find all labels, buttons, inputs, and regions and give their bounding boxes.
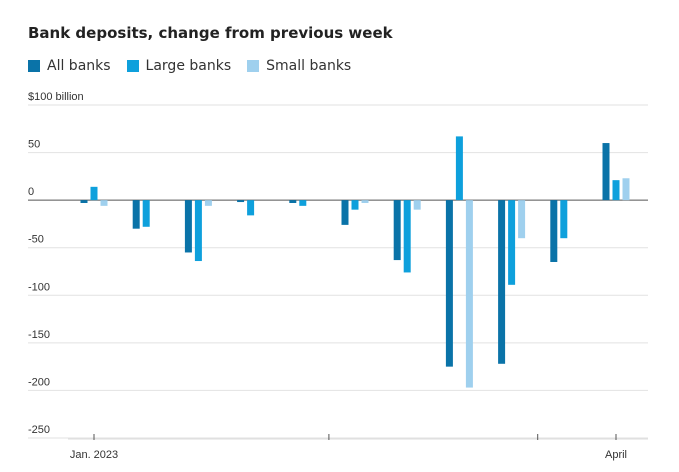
bar-all-banks — [184, 200, 192, 253]
bar-large-banks — [560, 200, 568, 239]
bar-large-banks — [612, 180, 620, 201]
y-tick-label: -100 — [28, 281, 50, 293]
legend-item-all-banks: All banks — [28, 58, 111, 74]
y-tick-label: -250 — [28, 424, 50, 436]
bar-large-banks — [351, 200, 359, 210]
y-tick-label: -150 — [28, 329, 50, 341]
bar-large-banks — [247, 200, 255, 216]
legend-item-small-banks: Small banks — [247, 58, 351, 74]
bar-large-banks — [194, 200, 202, 262]
legend-label-large-banks: Large banks — [145, 58, 232, 74]
bar-large-banks — [455, 136, 463, 201]
bar-all-banks — [132, 200, 140, 229]
legend-swatch-large-banks — [126, 60, 139, 72]
chart-title: Bank deposits, change from previous week — [28, 24, 393, 42]
legend: All banks Large banks Small banks — [28, 58, 351, 74]
bar-small-banks — [465, 200, 473, 388]
y-tick-label: -50 — [28, 234, 44, 246]
bar-small-banks — [518, 200, 526, 239]
bar-small-banks — [413, 200, 421, 210]
bar-all-banks — [341, 200, 349, 225]
bar-small-banks — [361, 200, 369, 203]
bar-all-banks — [498, 200, 506, 364]
bar-small-banks — [100, 200, 108, 206]
x-tick-label: April — [605, 449, 627, 461]
bar-large-banks — [508, 200, 516, 285]
legend-swatch-all-banks — [28, 60, 40, 72]
bar-all-banks — [237, 200, 245, 203]
y-tick-label: $100 billion — [28, 91, 84, 103]
bar-all-banks — [602, 143, 610, 201]
x-tick-label: Jan. 2023 — [70, 449, 118, 461]
y-tick-label: -200 — [28, 376, 50, 388]
bar-all-banks — [289, 200, 297, 203]
legend-item-large-banks: Large banks — [126, 58, 232, 74]
bar-all-banks — [393, 200, 401, 261]
bar-large-banks — [299, 200, 307, 206]
bar-large-banks — [90, 186, 98, 201]
legend-label-small-banks: Small banks — [266, 58, 352, 74]
bar-small-banks — [204, 200, 212, 206]
bar-all-banks — [445, 200, 453, 367]
y-tick-label: 0 — [28, 186, 34, 198]
legend-label-all-banks: All banks — [47, 58, 111, 74]
legend-swatch-small-banks — [247, 60, 260, 72]
bar-large-banks — [142, 200, 150, 227]
bar-all-banks — [80, 200, 88, 203]
bar-small-banks — [622, 178, 630, 201]
bar-all-banks — [550, 200, 558, 262]
bar-large-banks — [403, 200, 411, 273]
y-tick-label: 50 — [28, 139, 40, 151]
